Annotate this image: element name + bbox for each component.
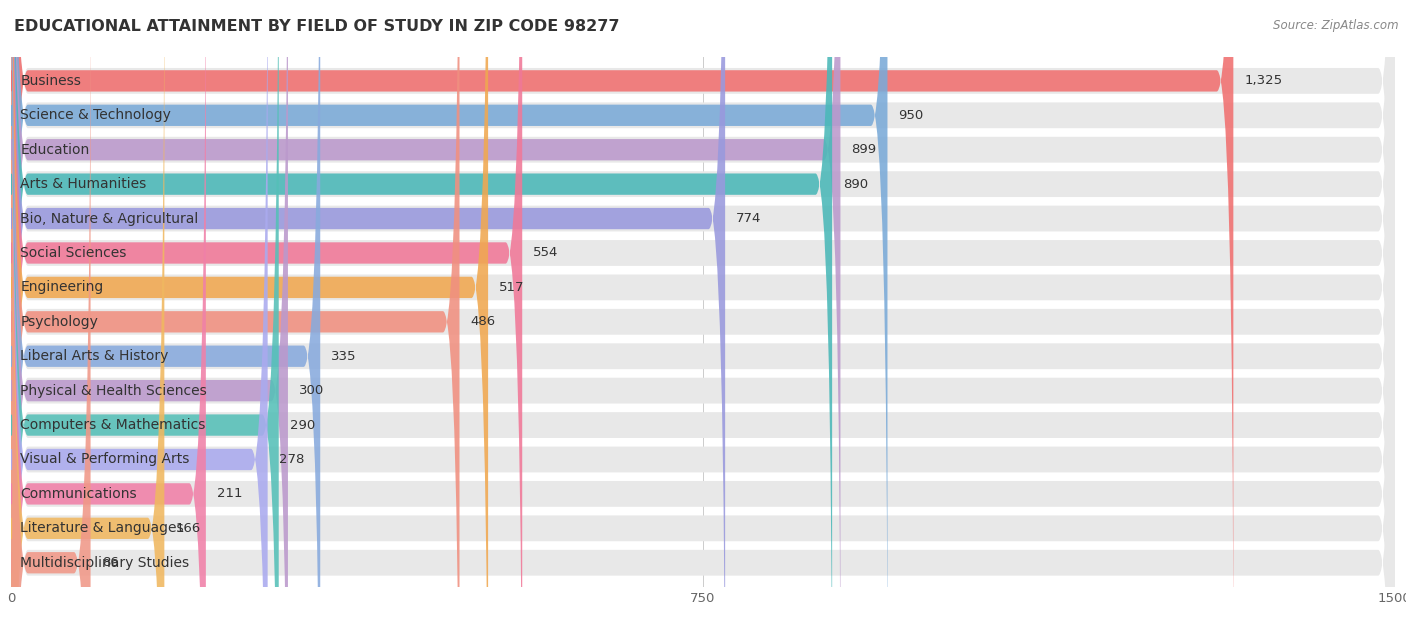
Text: 335: 335 [332, 350, 357, 363]
FancyBboxPatch shape [11, 0, 1233, 631]
Text: 950: 950 [898, 109, 924, 122]
FancyBboxPatch shape [11, 0, 460, 631]
Text: EDUCATIONAL ATTAINMENT BY FIELD OF STUDY IN ZIP CODE 98277: EDUCATIONAL ATTAINMENT BY FIELD OF STUDY… [14, 19, 620, 34]
Text: Psychology: Psychology [21, 315, 98, 329]
Text: 1,325: 1,325 [1244, 74, 1282, 87]
FancyBboxPatch shape [11, 0, 1395, 631]
Text: 86: 86 [101, 557, 118, 569]
Text: 774: 774 [737, 212, 762, 225]
Text: 278: 278 [278, 453, 304, 466]
Text: 486: 486 [471, 316, 496, 328]
FancyBboxPatch shape [11, 0, 288, 631]
FancyBboxPatch shape [11, 0, 1395, 631]
FancyBboxPatch shape [11, 0, 1395, 631]
FancyBboxPatch shape [11, 0, 90, 631]
Text: Visual & Performing Arts: Visual & Performing Arts [21, 452, 190, 466]
FancyBboxPatch shape [11, 0, 267, 631]
FancyBboxPatch shape [11, 0, 1395, 631]
Text: Physical & Health Sciences: Physical & Health Sciences [21, 384, 207, 398]
FancyBboxPatch shape [11, 0, 1395, 631]
FancyBboxPatch shape [11, 0, 1395, 631]
Text: 300: 300 [299, 384, 325, 397]
Text: Multidisciplinary Studies: Multidisciplinary Studies [21, 556, 190, 570]
Text: Business: Business [21, 74, 82, 88]
FancyBboxPatch shape [11, 0, 321, 631]
FancyBboxPatch shape [11, 0, 1395, 631]
Text: 211: 211 [217, 487, 242, 500]
Text: Liberal Arts & History: Liberal Arts & History [21, 349, 169, 363]
Text: 890: 890 [844, 178, 869, 191]
Text: Arts & Humanities: Arts & Humanities [21, 177, 146, 191]
Text: 517: 517 [499, 281, 524, 294]
FancyBboxPatch shape [11, 0, 522, 631]
Text: Computers & Mathematics: Computers & Mathematics [21, 418, 205, 432]
Text: Literature & Languages: Literature & Languages [21, 521, 184, 535]
FancyBboxPatch shape [11, 0, 1395, 631]
FancyBboxPatch shape [11, 0, 1395, 631]
Text: Engineering: Engineering [21, 280, 104, 295]
FancyBboxPatch shape [11, 0, 841, 631]
FancyBboxPatch shape [11, 0, 1395, 631]
Text: 554: 554 [533, 247, 558, 259]
FancyBboxPatch shape [11, 0, 205, 631]
FancyBboxPatch shape [11, 0, 488, 631]
FancyBboxPatch shape [11, 0, 832, 631]
FancyBboxPatch shape [11, 0, 1395, 631]
Text: Bio, Nature & Agricultural: Bio, Nature & Agricultural [21, 211, 198, 225]
FancyBboxPatch shape [11, 0, 887, 631]
FancyBboxPatch shape [11, 0, 1395, 631]
Text: Source: ZipAtlas.com: Source: ZipAtlas.com [1274, 19, 1399, 32]
FancyBboxPatch shape [11, 0, 1395, 631]
Text: Social Sciences: Social Sciences [21, 246, 127, 260]
FancyBboxPatch shape [11, 0, 165, 631]
FancyBboxPatch shape [11, 0, 1395, 631]
FancyBboxPatch shape [11, 0, 278, 631]
Text: Communications: Communications [21, 487, 138, 501]
Text: 899: 899 [852, 143, 876, 156]
Text: Education: Education [21, 143, 90, 156]
Text: Science & Technology: Science & Technology [21, 109, 172, 122]
FancyBboxPatch shape [11, 0, 1395, 631]
FancyBboxPatch shape [11, 0, 725, 631]
Text: 166: 166 [176, 522, 201, 535]
Text: 290: 290 [290, 418, 315, 432]
